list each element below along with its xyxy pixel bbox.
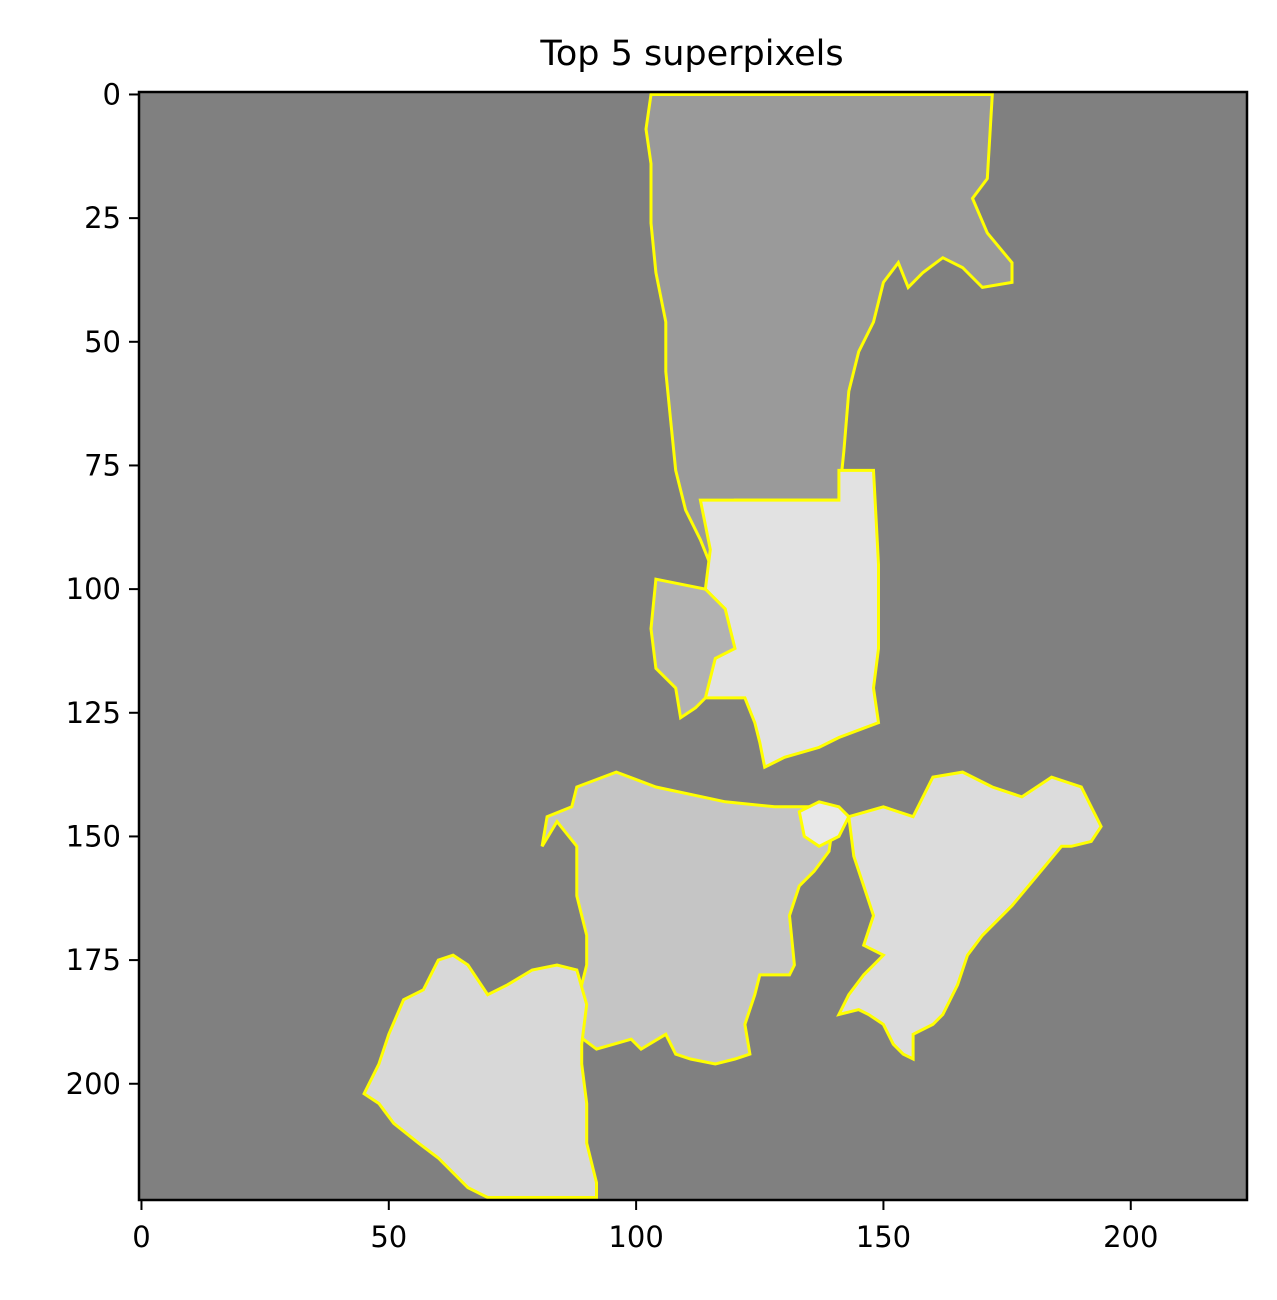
x-axis: 0 50 100 150 200 xyxy=(132,1200,1158,1254)
y-axis: 0 25 50 75 100 125 150 175 200 xyxy=(66,77,139,1101)
y-tick-label: 75 xyxy=(84,448,121,482)
y-tick-label: 175 xyxy=(66,943,121,977)
chart-title: Top 5 superpixels xyxy=(539,34,843,74)
y-tick-label: 50 xyxy=(84,325,121,359)
superpixel-leaf xyxy=(362,953,598,1199)
superpixel-regions xyxy=(362,93,1103,1199)
x-tick-label: 50 xyxy=(370,1220,407,1254)
superpixel-small-blob xyxy=(797,800,851,849)
superpixel-dark-blob xyxy=(649,577,737,721)
x-tick-label: 150 xyxy=(856,1220,911,1254)
x-tick-label: 100 xyxy=(608,1220,663,1254)
y-tick-label: 100 xyxy=(66,572,121,606)
y-tick-label: 150 xyxy=(66,819,121,853)
y-tick-label: 125 xyxy=(66,696,121,730)
x-tick-label: 0 xyxy=(132,1220,150,1254)
axes-frame xyxy=(137,90,1249,1202)
x-tick-label: 200 xyxy=(1103,1220,1158,1254)
superpixel-right-patch xyxy=(836,770,1103,1062)
y-tick-label: 0 xyxy=(103,77,121,111)
superpixel-rod-upper xyxy=(644,93,1014,568)
y-tick-label: 200 xyxy=(66,1067,121,1101)
y-tick-label: 25 xyxy=(84,201,121,235)
